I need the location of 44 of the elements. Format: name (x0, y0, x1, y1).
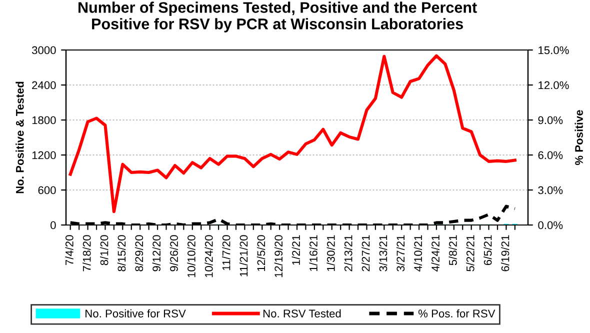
x-tick-label: 3/27/21 (396, 235, 405, 272)
y-tick-label: 3000 (32, 46, 56, 54)
y2-tick-label: 15.0% (538, 46, 569, 54)
x-tick-label: 10/24/20 (204, 235, 213, 278)
x-tick-label: 8/29/20 (134, 235, 144, 272)
x-tick-label: 9/12/20 (152, 235, 161, 272)
legend-label: % Pos. for RSV (418, 309, 496, 318)
y2-tick-label: 3.0% (538, 186, 563, 194)
y-tick-label: 2400 (32, 81, 56, 90)
x-tick-label: 2/13/21 (344, 235, 352, 272)
x-tick-label: 3/13/21 (378, 235, 388, 272)
y2-tick-label: 0.0% (538, 221, 563, 230)
y-tick-label: 1200 (32, 151, 56, 160)
x-tick-label: 8/15/20 (117, 235, 126, 272)
x-tick-label: 6/19/21 (501, 235, 510, 272)
x-tick-label: 8/1/20 (100, 235, 108, 266)
x-tick-label: 5/22/21 (466, 235, 474, 272)
x-tick-label: 10/10/20 (187, 235, 196, 278)
y2-axis-title: % Positive (574, 110, 583, 166)
x-tick-label: 4/24/21 (431, 235, 440, 272)
x-tick-label: 6/5/21 (484, 235, 492, 266)
x-tick-label: 7/4/20 (65, 235, 74, 266)
legend-label: No. Positive for RSV (86, 309, 186, 318)
x-tick-label: 5/8/21 (448, 235, 457, 266)
legend-label: No. RSV Tested (263, 309, 341, 318)
x-tick-label: 4/10/21 (414, 235, 422, 272)
x-tick-label: 12/19/20 (274, 235, 283, 278)
y2-tick-label: 6.0% (538, 151, 563, 160)
x-tick-label: 12/5/20 (256, 235, 266, 271)
x-tick-label: 1/2/21 (292, 235, 300, 265)
x-tick-label: 9/26/20 (170, 235, 178, 272)
y-tick-label: 0 (50, 221, 56, 230)
x-tick-label: 11/7/20 (222, 235, 230, 270)
y-tick-label: 1800 (32, 116, 56, 124)
x-tick-label: 1/30/21 (326, 235, 335, 271)
y-tick-label: 600 (38, 186, 56, 194)
y-axis-title: No. Positive & Tested (16, 82, 24, 194)
x-tick-label: 2/27/21 (362, 235, 370, 272)
y2-tick-label: 12.0% (538, 81, 569, 90)
x-tick-label: 11/21/20 (240, 235, 248, 276)
x-tick-label: 1/16/21 (309, 235, 318, 271)
x-tick-label: 7/18/20 (82, 235, 91, 272)
chart-title: Number of Specimens Tested, Positive and the Percent Positive for RSV by PCR at Wisconsin Laboratories (78, 2, 477, 32)
y2-tick-label: 9.0% (538, 116, 563, 124)
